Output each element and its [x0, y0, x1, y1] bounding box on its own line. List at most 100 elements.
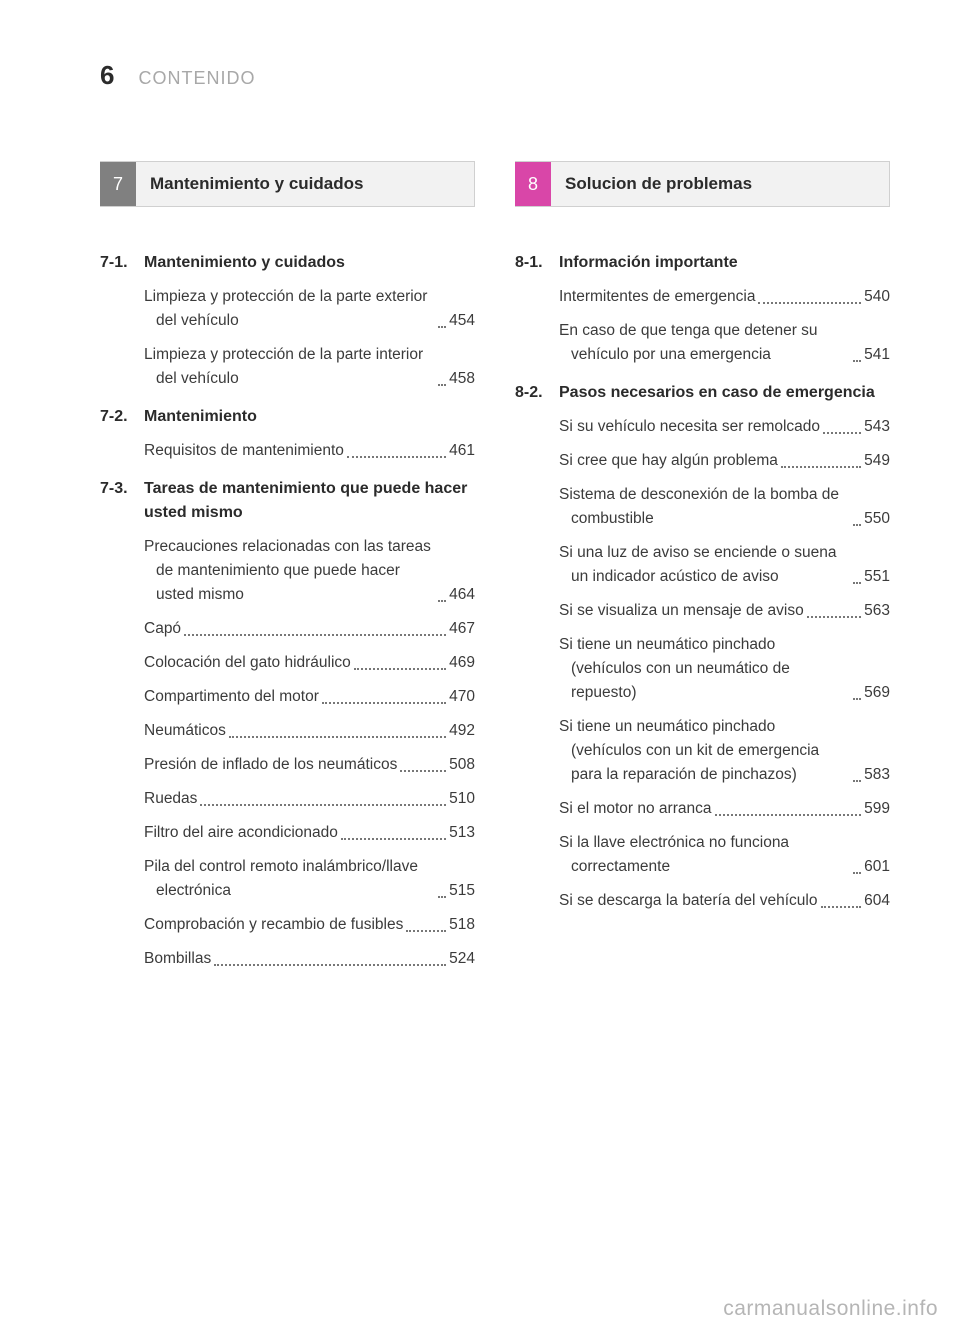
subsection: 8-1.Información importante Intermitentes …	[515, 251, 890, 367]
toc-entry: Sistema de desconexión de la bomba de co…	[559, 483, 890, 531]
toc-entry: Limpieza y protección de la parte interi…	[144, 343, 475, 391]
entry-text: Presión de inflado de los neumáticos	[144, 753, 397, 777]
leader-dots	[438, 384, 446, 386]
tab-number-7: 7	[100, 162, 136, 206]
entry-text: Filtro del aire acondicionado	[144, 821, 338, 845]
leader-dots	[354, 668, 446, 670]
leader-dots	[438, 600, 446, 602]
entry-page: 604	[864, 889, 890, 913]
entry-page: 513	[449, 821, 475, 845]
section-tab-7: 7 Mantenimiento y cuidados	[100, 161, 475, 207]
entry-text: Si se visualiza un mensaje de aviso	[559, 599, 804, 623]
entry-text: Si el motor no arranca	[559, 797, 712, 821]
toc-entry: Si se visualiza un mensaje de aviso563	[559, 599, 890, 623]
toc-entry: Si cree que hay algún problema549	[559, 449, 890, 473]
subsection-number: 7-2.	[100, 405, 144, 429]
entry-page: 601	[864, 855, 890, 879]
leader-dots	[821, 906, 862, 908]
page-number: 6	[100, 60, 114, 91]
entry-text: Requisitos de mantenimiento	[144, 439, 344, 463]
subsection: 7-2.Mantenimiento Requisitos de mantenimi…	[100, 405, 475, 463]
leader-dots	[347, 456, 446, 458]
entry-text: Compartimento del motor	[144, 685, 319, 709]
entries: Intermitentes de emergencia540En caso de…	[515, 285, 890, 367]
tab-title-7: Mantenimiento y cuidados	[136, 162, 474, 206]
right-subsections: 8-1.Información importante Intermitentes …	[515, 251, 890, 913]
entry-page: 518	[449, 913, 475, 937]
leader-dots	[341, 838, 446, 840]
leader-dots	[438, 896, 446, 898]
entry-page: 543	[864, 415, 890, 439]
entry-text: Sistema de desconexión de la bomba de co…	[559, 483, 850, 531]
entry-page: 469	[449, 651, 475, 675]
entry-text: Limpieza y protección de la parte interi…	[144, 343, 435, 391]
subsection-number: 7-3.	[100, 477, 144, 525]
entry-page: 549	[864, 449, 890, 473]
toc-entry: Capó 467	[144, 617, 475, 641]
entry-page: 569	[864, 681, 890, 705]
toc-entry: Si una luz de aviso se enciende o suena …	[559, 541, 890, 589]
section-tab-8: 8 Solucion de problemas	[515, 161, 890, 207]
leader-dots	[322, 702, 446, 704]
leader-dots	[853, 360, 861, 362]
entry-text: Neumáticos	[144, 719, 226, 743]
entry-text: Limpieza y protección de la parte exteri…	[144, 285, 435, 333]
toc-entry: Si el motor no arranca599	[559, 797, 890, 821]
toc-entry: Colocación del gato hidráulico469	[144, 651, 475, 675]
leader-dots	[853, 872, 861, 874]
leader-dots	[853, 698, 861, 700]
subsection: 7-3.Tareas de mantenimiento que puede ha…	[100, 477, 475, 971]
leader-dots	[438, 326, 446, 328]
entry-text: Intermitentes de emergencia	[559, 285, 755, 309]
page: 6 CONTENIDO 7 Mantenimiento y cuidados 7…	[0, 0, 960, 1335]
entry-text: Bombillas	[144, 947, 211, 971]
leader-dots	[229, 736, 446, 738]
header-label: CONTENIDO	[138, 68, 255, 89]
entry-text: Ruedas	[144, 787, 197, 811]
entries: Requisitos de mantenimiento 461	[100, 439, 475, 463]
entry-text: Capó	[144, 617, 181, 641]
tab-title-8: Solucion de problemas	[551, 162, 889, 206]
entry-text: Si se descarga la batería del vehículo	[559, 889, 818, 913]
leader-dots	[715, 814, 862, 816]
columns: 7 Mantenimiento y cuidados 7-1.Mantenimi…	[100, 161, 890, 985]
entry-page: 492	[449, 719, 475, 743]
toc-entry: Si tiene un neumático pinchado (vehículo…	[559, 633, 890, 705]
entry-page: 464	[449, 583, 475, 607]
subsection: 8-2.Pasos necesarios en caso de emergenc…	[515, 381, 890, 913]
entries: Limpieza y protección de la parte exteri…	[100, 285, 475, 391]
leader-dots	[214, 964, 446, 966]
toc-entry: Limpieza y protección de la parte exteri…	[144, 285, 475, 333]
toc-entry: Si su vehículo necesita ser remolcado543	[559, 415, 890, 439]
toc-entry: Si tiene un neumático pinchado (vehículo…	[559, 715, 890, 787]
toc-entry: En caso de que tenga que detener su vehí…	[559, 319, 890, 367]
entry-page: 454	[449, 309, 475, 333]
entry-page: 510	[449, 787, 475, 811]
leader-dots	[853, 780, 861, 782]
subsection-title: Pasos necesarios en caso de emergencia	[559, 381, 890, 405]
toc-entry: Bombillas524	[144, 947, 475, 971]
subsection-heading: 8-1.Información importante	[515, 251, 890, 275]
left-subsections: 7-1.Mantenimiento y cuidadosLimpieza y p…	[100, 251, 475, 971]
subsection-title: Mantenimiento	[144, 405, 475, 429]
leader-dots	[184, 634, 446, 636]
leader-dots	[823, 432, 861, 434]
leader-dots	[807, 616, 861, 618]
entry-text: Si la llave electrónica no funciona corr…	[559, 831, 850, 879]
leader-dots	[400, 770, 446, 772]
watermark: carmanualsonline.info	[723, 1297, 938, 1321]
entry-page: 467	[449, 617, 475, 641]
leader-dots	[853, 582, 861, 584]
leader-dots	[406, 930, 446, 932]
entry-page: 461	[449, 439, 475, 463]
toc-entry: Ruedas 510	[144, 787, 475, 811]
toc-entry: Requisitos de mantenimiento 461	[144, 439, 475, 463]
leader-dots	[781, 466, 861, 468]
left-column: 7 Mantenimiento y cuidados 7-1.Mantenimi…	[100, 161, 475, 985]
toc-entry: Precauciones relacionadas con las tareas…	[144, 535, 475, 607]
toc-entry: Comprobación y recambio de fusibles518	[144, 913, 475, 937]
toc-entry: Compartimento del motor470	[144, 685, 475, 709]
subsection-heading: 7-2.Mantenimiento	[100, 405, 475, 429]
toc-entry: Neumáticos 492	[144, 719, 475, 743]
toc-entry: Si se descarga la batería del vehículo 60…	[559, 889, 890, 913]
